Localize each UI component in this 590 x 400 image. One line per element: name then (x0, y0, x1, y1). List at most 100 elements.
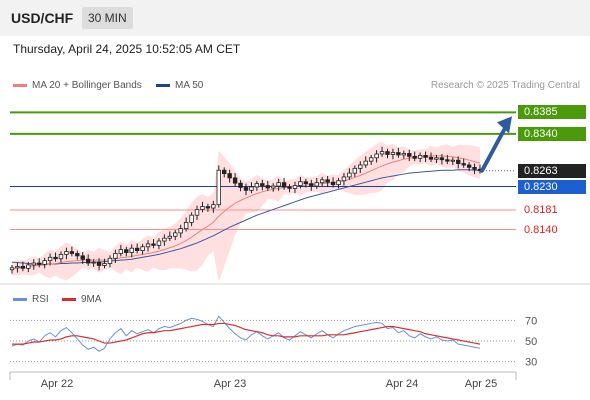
candle-body (200, 206, 205, 210)
candle-body (309, 183, 314, 187)
candle-body (352, 167, 358, 174)
candle-body (374, 153, 379, 159)
candle-body (450, 159, 455, 162)
ma50-swatch (156, 83, 170, 87)
candle-body (232, 177, 238, 184)
legend-ma20-label: MA 20 + Bollinger Bands (32, 80, 142, 91)
legend-ma50-label: MA 50 (175, 80, 204, 91)
candle-body (396, 152, 401, 156)
candle-body (379, 151, 385, 155)
symbol-label: USD/CHF (11, 10, 74, 26)
candle-body (42, 260, 47, 265)
candle-body (276, 182, 281, 187)
x-tick-label: Apr 25 (465, 378, 497, 390)
candle-body (85, 258, 91, 264)
x-tick-label: Apr 22 (41, 378, 73, 390)
legend-rsi-label: RSI (32, 294, 49, 305)
candle-body (118, 249, 124, 254)
candle-body (53, 256, 58, 260)
rsi-level-label: 30 (525, 357, 537, 369)
candle-body (423, 155, 428, 158)
candle-body (58, 254, 64, 260)
ma20-swatch (13, 83, 27, 87)
candle-body (183, 221, 189, 229)
candle-body (368, 157, 374, 162)
timestamp: Thursday, April 24, 2025 10:52:05 AM CET (13, 42, 241, 56)
candle-body (303, 181, 309, 185)
legend-ma50: MA 50 (156, 80, 203, 91)
candle-body (265, 185, 270, 189)
bollinger-band (12, 141, 480, 282)
candle-body (439, 157, 445, 161)
candle-body (363, 160, 368, 166)
candle-body (227, 173, 232, 179)
candle-body (298, 181, 303, 186)
candle-body (75, 253, 80, 257)
candle-body (64, 251, 69, 255)
candle-body (129, 247, 134, 253)
legend-9ma: 9MA (62, 294, 102, 305)
candle-body (102, 263, 107, 266)
candle-body (401, 153, 407, 156)
candle-body (211, 204, 216, 209)
candle-body (390, 152, 396, 155)
candle-body (292, 185, 298, 189)
candle-body (319, 179, 325, 184)
candle-body (417, 155, 423, 159)
level-label-0.8181: 0.8181 (524, 203, 558, 216)
candle-body (80, 255, 85, 260)
rsi-line (11, 315, 481, 352)
projection-arrow (480, 124, 508, 173)
timeframe-badge[interactable]: 30 MIN (82, 7, 133, 29)
level-label-0.8340: 0.8340 (518, 126, 586, 141)
candle-body (325, 179, 330, 183)
candle-body (9, 267, 15, 271)
candle-body (167, 235, 173, 239)
candle-body (336, 180, 341, 185)
candle-body (254, 183, 260, 188)
candle-body (341, 176, 347, 182)
candle-body (113, 253, 118, 259)
ma9-swatch (62, 297, 76, 301)
rsi-level-label: 70 (525, 315, 537, 327)
candle-body (124, 249, 129, 253)
candle-body (281, 182, 287, 188)
candle-body (330, 181, 336, 185)
candle-body (189, 214, 194, 223)
rsi-ma-line (12, 322, 481, 345)
candle-body (216, 169, 221, 206)
candle-body (20, 265, 26, 269)
level-label-0.8385: 0.8385 (518, 105, 586, 120)
candle-body (222, 169, 227, 174)
rsi-swatch (13, 297, 27, 301)
candle-body (140, 246, 145, 252)
candle-body (178, 228, 183, 234)
candle-body (287, 186, 292, 189)
candle-body (445, 159, 450, 162)
candle-body (314, 182, 319, 187)
candle-body (271, 185, 276, 189)
legend-rsi: RSI (13, 294, 49, 305)
candle-body (69, 251, 75, 254)
candle-body (47, 256, 53, 262)
candle-body (162, 237, 167, 242)
x-tick-label: Apr 23 (214, 378, 246, 390)
candle-body (428, 156, 434, 160)
candle-body (15, 265, 20, 269)
candle-body (466, 164, 472, 168)
x-tick-label: Apr 24 (386, 378, 418, 390)
rsi-level-label: 50 (525, 336, 537, 348)
projection-arrowhead (497, 116, 512, 134)
candle-body (173, 232, 178, 237)
candle-body (205, 206, 211, 209)
level-label-0.8140: 0.8140 (524, 223, 558, 236)
candle-body (156, 240, 162, 246)
candle-body (134, 247, 140, 252)
candle-body (31, 262, 36, 266)
candle-body (407, 153, 412, 157)
candle-body (260, 183, 265, 186)
candle-body (37, 262, 42, 265)
level-label-0.8230: 0.8230 (518, 179, 586, 194)
candle-body (249, 186, 254, 191)
